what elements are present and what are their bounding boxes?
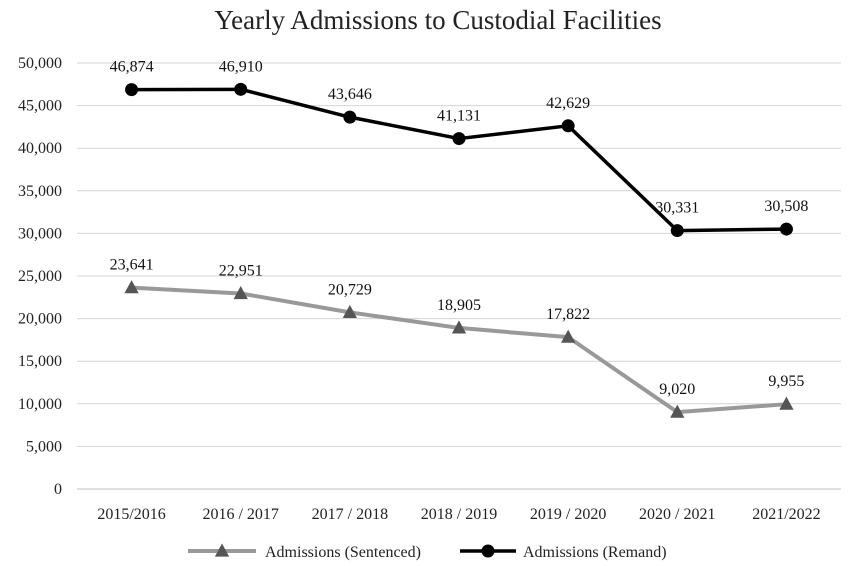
- data-point: [342, 304, 357, 319]
- data-point: [234, 82, 248, 96]
- data-label: 22,951: [219, 262, 263, 279]
- data-point: [451, 320, 467, 334]
- data-label: 41,131: [437, 108, 481, 125]
- data-label: 42,629: [546, 95, 590, 112]
- legend-item: Admissions (Remand): [460, 544, 667, 561]
- data-label: 46,874: [110, 59, 154, 76]
- y-tick-label: 50,000: [18, 55, 62, 72]
- x-tick-label: 2021/2022: [752, 506, 820, 523]
- chart-title: Yearly Admissions to Custodial Facilitie…: [214, 5, 661, 35]
- data-label: 9,020: [659, 381, 695, 398]
- x-tick-label: 2016 / 2017: [202, 506, 278, 523]
- y-tick-label: 0: [54, 481, 62, 498]
- data-labels: 23,641 22,951 20,729 18,905 17,822 9,020 9,955…: [110, 58, 809, 398]
- data-label: 46,910: [219, 58, 263, 75]
- data-label: 30,508: [764, 198, 808, 215]
- data-point: [124, 280, 139, 294]
- y-tick-label: 40,000: [18, 140, 62, 157]
- data-point: [233, 285, 248, 300]
- y-tick-label: 20,000: [18, 311, 62, 328]
- data-point: [670, 224, 684, 238]
- x-tick-label: 2019 / 2020: [530, 506, 606, 523]
- x-tick-label: 2020 / 2021: [639, 506, 715, 523]
- x-tick-label: 2017 / 2018: [312, 506, 388, 523]
- legend-marker: [481, 544, 495, 558]
- legend-marker: [214, 543, 230, 557]
- data-label: 18,905: [437, 297, 481, 314]
- y-tick-label: 5,000: [26, 438, 62, 455]
- data-point: [779, 222, 793, 236]
- data-label: 23,641: [110, 257, 154, 274]
- series-sentenced: [124, 280, 794, 418]
- legend-label: Admissions (Sentenced): [265, 544, 421, 561]
- legend-item: Admissions (Sentenced): [188, 543, 421, 561]
- legend-label: Admissions (Remand): [523, 544, 667, 561]
- data-label: 30,331: [655, 200, 699, 217]
- data-point: [452, 132, 466, 146]
- y-tick-label: 45,000: [18, 98, 62, 115]
- grid: [77, 62, 841, 490]
- data-label: 43,646: [328, 86, 372, 103]
- data-point: [779, 396, 794, 410]
- y-tick-label: 10,000: [18, 396, 62, 413]
- data-label: 9,955: [768, 373, 804, 390]
- data-point: [561, 119, 575, 133]
- data-point: [561, 329, 576, 343]
- legend: Admissions (Sentenced) Admissions (Remand…: [188, 543, 667, 561]
- data-label: 17,822: [546, 306, 590, 323]
- series-remand: [125, 82, 793, 238]
- data-label: 20,729: [328, 281, 372, 298]
- series-layer: [124, 82, 794, 418]
- y-tick-label: 30,000: [18, 225, 62, 242]
- data-point: [343, 110, 357, 124]
- x-axis-ticks: 2015/2016 2016 / 2017 2017 / 2018 2018 / 20…: [97, 506, 820, 523]
- y-axis-ticks: 0 5,000 10,000 15,000 20,000 25,000 30,000 35,0…: [18, 55, 62, 498]
- y-tick-label: 15,000: [18, 353, 62, 370]
- data-point: [670, 404, 685, 418]
- y-tick-label: 25,000: [18, 268, 62, 285]
- x-tick-label: 2018 / 2019: [421, 506, 497, 523]
- y-tick-label: 35,000: [18, 183, 62, 200]
- x-tick-label: 2015/2016: [97, 506, 165, 523]
- data-point: [125, 83, 139, 97]
